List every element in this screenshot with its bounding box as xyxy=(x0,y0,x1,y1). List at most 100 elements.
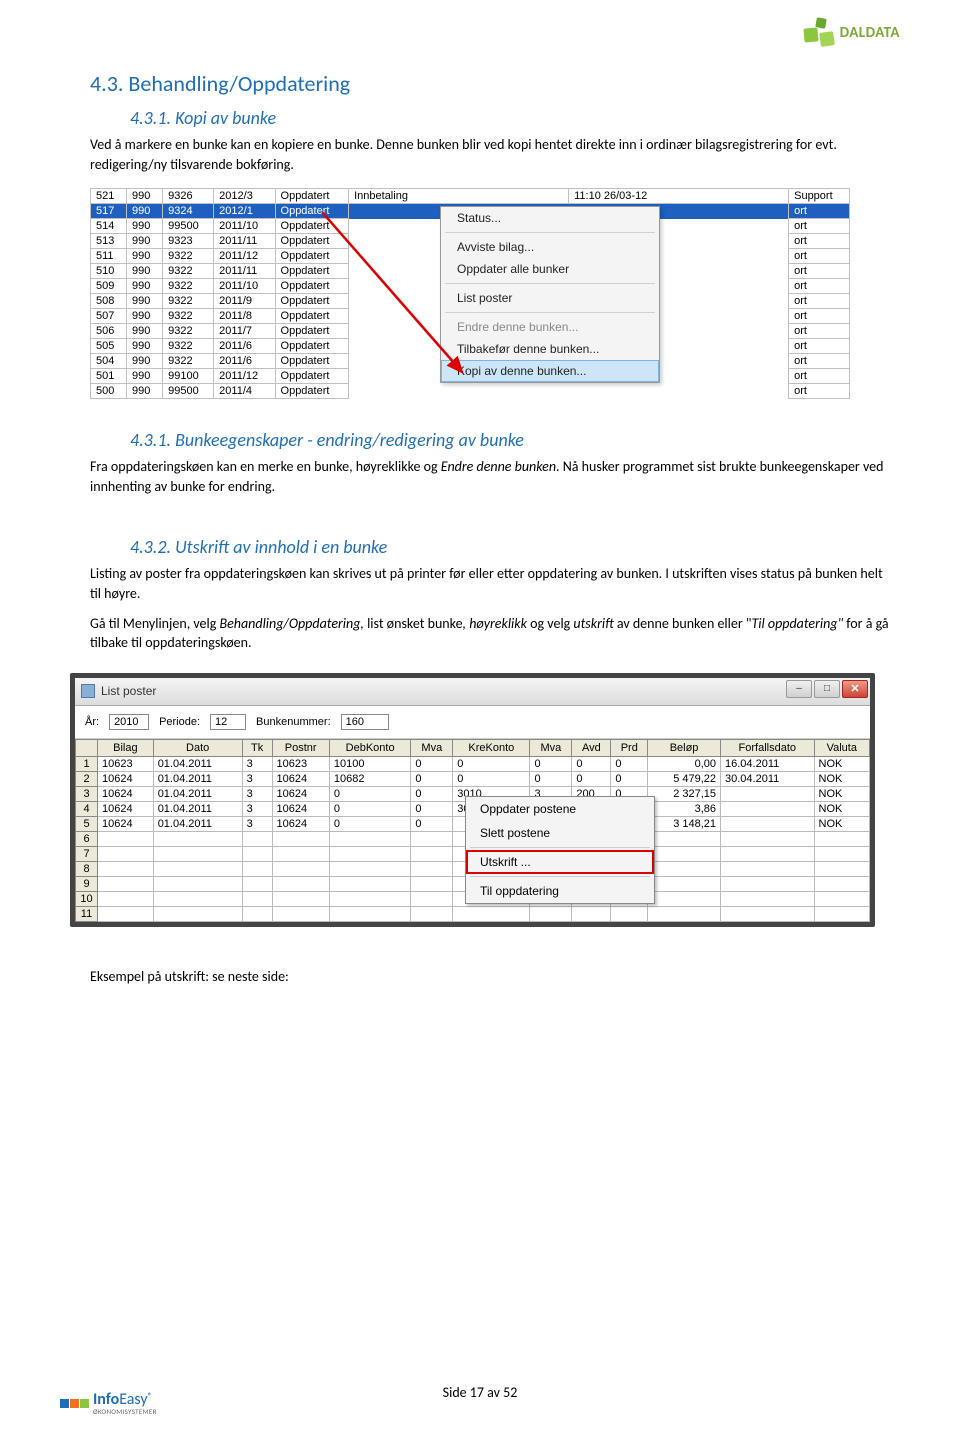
cell xyxy=(411,906,453,921)
column-header[interactable]: Bilag xyxy=(98,739,154,756)
cell: 3 xyxy=(242,771,272,786)
column-header[interactable]: Prd xyxy=(611,739,648,756)
cell: 9322 xyxy=(163,309,214,324)
para-4: Gå til Menylinjen, velg Behandling/Oppda… xyxy=(90,614,890,653)
menu-item-list-poster[interactable]: List poster xyxy=(441,287,659,309)
cell: Oppdatert xyxy=(275,279,349,294)
column-header[interactable]: Beløp xyxy=(648,739,721,756)
field-bunke[interactable]: 160 xyxy=(341,714,389,730)
cell: 517 xyxy=(91,204,127,219)
cell: ort xyxy=(789,279,850,294)
field-ar[interactable]: 2010 xyxy=(109,714,149,730)
logo-subtext: ØKONOMISYSTEMER xyxy=(93,1408,157,1415)
cell: 01.04.2011 xyxy=(153,816,242,831)
column-header[interactable]: KreKonto xyxy=(453,739,530,756)
cell: 9326 xyxy=(163,189,214,204)
cell: 6 xyxy=(76,831,98,846)
cell: 2011/4 xyxy=(214,384,275,399)
menu-item-slett-postene[interactable]: Slett postene xyxy=(466,821,654,845)
cell: 99500 xyxy=(163,384,214,399)
cell xyxy=(648,831,721,846)
cell: 0 xyxy=(329,816,410,831)
cell: ort xyxy=(789,249,850,264)
cell: 513 xyxy=(91,234,127,249)
menu-item-tilbakefor[interactable]: Tilbakefør denne bunken... xyxy=(441,338,659,360)
menu-separator xyxy=(445,283,655,284)
cell xyxy=(242,906,272,921)
cell: 0 xyxy=(453,771,530,786)
cell: 10624 xyxy=(272,801,329,816)
cell: Oppdatert xyxy=(275,354,349,369)
cell xyxy=(453,906,530,921)
cell xyxy=(242,861,272,876)
cell: Oppdatert xyxy=(275,204,349,219)
column-header[interactable]: Avd xyxy=(572,739,611,756)
menu-item-oppdater-postene[interactable]: Oppdater postene xyxy=(466,797,654,821)
cell: ort xyxy=(789,204,850,219)
cell: NOK xyxy=(814,816,869,831)
table-row[interactable]: 21062401.04.201131062410682000005 479,22… xyxy=(76,771,870,786)
cell: ort xyxy=(789,324,850,339)
footer-logo-icon xyxy=(60,1399,89,1408)
column-header[interactable] xyxy=(76,739,98,756)
maximize-button[interactable]: □ xyxy=(814,680,840,698)
table-row[interactable]: 500990995002011/4Oppdatertort xyxy=(91,384,850,399)
cell: 990 xyxy=(127,384,163,399)
column-header[interactable]: Mva xyxy=(530,739,572,756)
menu-item-utskrift[interactable]: Utskrift ... xyxy=(466,850,654,874)
menu-separator xyxy=(445,312,655,313)
column-header[interactable]: Postnr xyxy=(272,739,329,756)
table-row[interactable]: 11062301.04.201131062310100000000,0016.0… xyxy=(76,756,870,771)
cell: 0 xyxy=(411,816,453,831)
menu-item-oppdater-alle[interactable]: Oppdater alle bunker xyxy=(441,258,659,280)
context-menu-bunke: Status... Avviste bilag... Oppdater alle… xyxy=(440,206,660,383)
menu-separator xyxy=(445,232,655,233)
cell xyxy=(721,861,815,876)
column-header[interactable]: Tk xyxy=(242,739,272,756)
cell xyxy=(98,876,154,891)
menu-item-status[interactable]: Status... xyxy=(441,207,659,229)
menu-item-til-oppdatering[interactable]: Til oppdatering xyxy=(466,879,654,903)
cell: 2 327,15 xyxy=(648,786,721,801)
text-italic: , høyreklikk xyxy=(463,615,527,632)
cell: 9322 xyxy=(163,339,214,354)
cell: 990 xyxy=(127,369,163,384)
cell xyxy=(721,801,815,816)
cell: 10624 xyxy=(98,801,154,816)
column-header[interactable]: Valuta xyxy=(814,739,869,756)
column-header[interactable]: Forfallsdato xyxy=(721,739,815,756)
cell xyxy=(411,876,453,891)
menu-item-avviste[interactable]: Avviste bilag... xyxy=(441,236,659,258)
cell: 2012/3 xyxy=(214,189,275,204)
cell: 3 xyxy=(242,816,272,831)
cell xyxy=(721,846,815,861)
table-row[interactable]: 11 xyxy=(76,906,870,921)
column-header[interactable]: Mva xyxy=(411,739,453,756)
column-header[interactable]: DebKonto xyxy=(329,739,410,756)
cell: NOK xyxy=(814,756,869,771)
cell xyxy=(648,861,721,876)
cell: 10100 xyxy=(329,756,410,771)
field-periode[interactable]: 12 xyxy=(210,714,246,730)
menu-item-endre[interactable]: Endre denne bunken... xyxy=(441,316,659,338)
cell: 99500 xyxy=(163,219,214,234)
cell: 990 xyxy=(127,234,163,249)
column-header[interactable]: Dato xyxy=(153,739,242,756)
cell xyxy=(721,876,815,891)
minimize-button[interactable]: – xyxy=(786,680,812,698)
para-5: Eksempel på utskrift: se neste side: xyxy=(90,967,890,987)
close-button[interactable]: ✕ xyxy=(842,680,868,698)
cell: 2011/12 xyxy=(214,249,275,264)
cell: 11 xyxy=(76,906,98,921)
table-header-row: BilagDatoTkPostnrDebKontoMvaKreKontoMvaA… xyxy=(76,739,870,756)
text-italic: Endre denne bunken xyxy=(441,458,556,475)
cell xyxy=(411,861,453,876)
cell: 4 xyxy=(76,801,98,816)
cell xyxy=(814,861,869,876)
text: og velg xyxy=(527,615,573,632)
cell: 2011/9 xyxy=(214,294,275,309)
cell xyxy=(721,891,815,906)
cell xyxy=(272,906,329,921)
menu-item-kopi[interactable]: Kopi av denne bunken... xyxy=(441,360,659,382)
cell: 01.04.2011 xyxy=(153,756,242,771)
